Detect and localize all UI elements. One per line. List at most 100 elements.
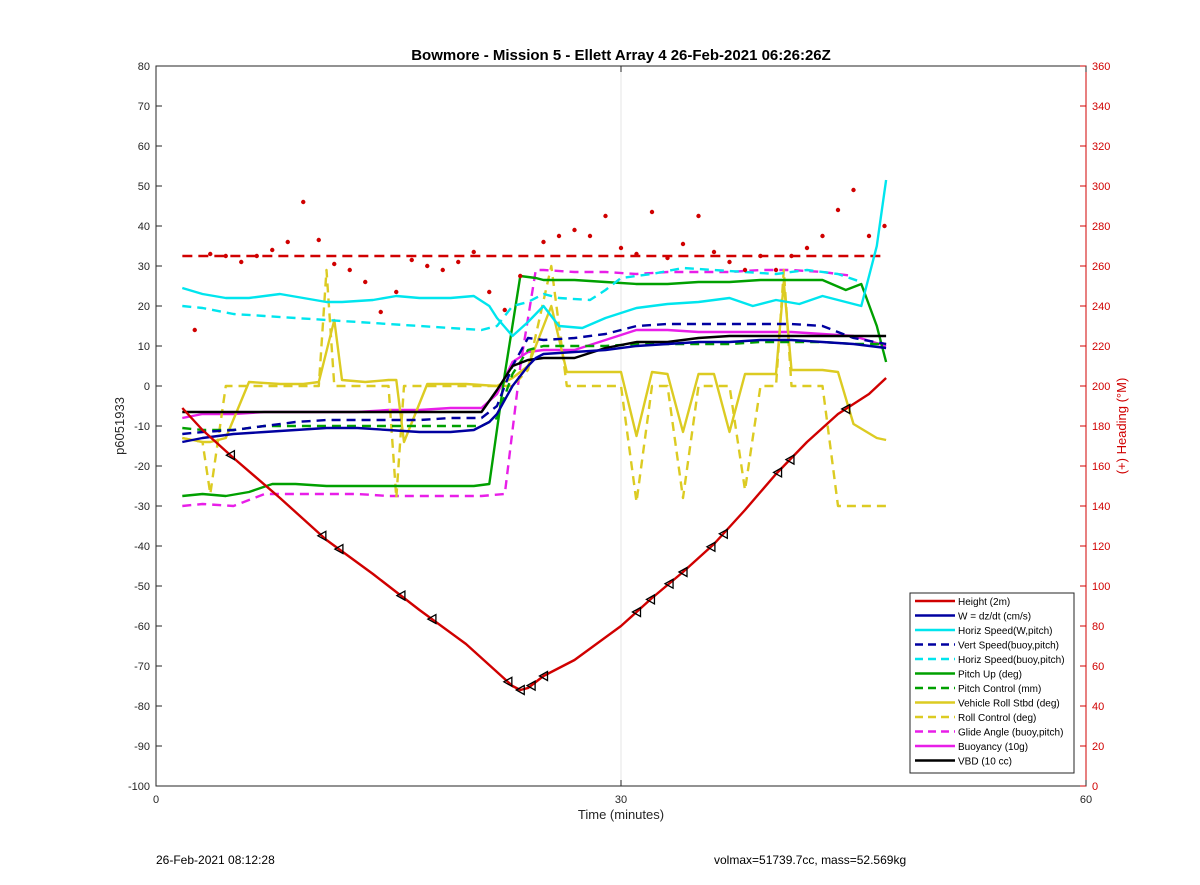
y-tick-label-right: 260 [1092,261,1110,273]
heading-point [711,249,717,255]
height-marker [426,613,437,625]
series-group [181,179,888,692]
height-marker [225,449,236,461]
height-marker [538,670,549,682]
y-tick-label-right: 100 [1092,581,1110,593]
y-tick-label-left: 0 [144,381,150,393]
legend-entry: Horiz Speed(W,pitch) [958,626,1052,637]
heading-point [882,223,887,229]
y-tick-label-right: 320 [1092,141,1110,153]
legend-entry: Pitch Control (mm) [958,684,1041,695]
heading-point [332,261,337,267]
heading-point [208,251,213,257]
y-tick-label-right: 160 [1092,461,1110,473]
y-tick-label-right: 80 [1092,621,1104,633]
heading-point [696,213,701,219]
y-tick-label-left: -100 [128,781,150,793]
heading-point [363,279,368,285]
y-tick-label-right: 300 [1092,181,1110,193]
series-line-pitch-up-deg [182,274,888,498]
height-marker [705,541,716,553]
heading-point [742,267,748,273]
heading-point [758,253,763,259]
heading-point [851,187,856,193]
x-axis-label: Time (minutes) [578,807,664,822]
y-tick-label-left: -20 [134,461,150,473]
heading-point [587,233,593,239]
y-tick-label-left: 40 [138,221,150,233]
heading-point [556,233,562,239]
y-tick-label-left: 50 [138,181,150,193]
heading-point [727,259,732,265]
y-tick-label-right: 40 [1092,701,1104,713]
heading-point [518,273,523,279]
legend-entry: VBD (10 cc) [958,757,1012,768]
y-tick-label-left: -90 [134,741,150,753]
y-tick-label-left: -10 [134,421,150,433]
axes: 0 30 6080706050403020100-10-20-30-40-50-60… [128,61,1110,806]
y-tick-label-right: 120 [1092,541,1110,553]
y-tick-label-right: 280 [1092,221,1110,233]
legend-entry: Vert Speed(buoy,pitch) [958,641,1059,652]
y-tick-label-right: 180 [1092,421,1110,433]
x-tick-label: 60 [1080,794,1092,806]
heading-point [804,245,810,251]
series-line-horiz-speed-buoy-pitch [182,266,862,332]
y-tick-label-right: 340 [1092,101,1110,113]
legend-entry: W = dz/dt (cm/s) [958,612,1031,623]
heading-point [773,267,779,273]
y-tick-label-right: 60 [1092,661,1104,673]
height-marker [663,578,674,590]
heading-point [618,245,624,251]
legend-entry: Pitch Up (deg) [958,670,1022,681]
y-axis-label-right: (+) Heading (°M) [1114,378,1129,475]
heading-point [301,199,306,205]
height-marker [316,530,327,542]
heading-point [866,233,872,239]
height-marker [631,606,642,618]
series-line-horiz-speed-w-pitch [181,179,888,338]
legend-entry: Vehicle Roll Stbd (deg) [958,699,1060,710]
series-line-vbd-10-cc [182,334,887,414]
y-tick-label-right: 140 [1092,501,1110,513]
y-tick-label-left: -50 [134,581,150,593]
x-tick-label: 30 [615,794,627,806]
height-marker [840,403,851,415]
series-line-w-dz-dt-cm-s [182,338,887,444]
heading-point [456,259,461,265]
heading-point [471,249,476,255]
y-tick-label-left: 70 [138,101,150,113]
heading-points [192,187,887,333]
series-line-glide-angle-buoy-pitch [182,268,854,508]
heading-point [680,241,686,247]
y-tick-label-left: -30 [134,501,150,513]
height-marker [784,453,795,466]
y-tick-label-left: -70 [134,661,150,673]
heading-point [820,233,825,239]
heading-point [487,289,492,295]
heading-point [835,207,841,213]
y-tick-label-left: 20 [138,301,150,313]
y-tick-label-left: 80 [138,61,150,73]
y-tick-label-right: 200 [1092,381,1110,393]
heading-point [254,253,259,259]
heading-point [603,213,608,219]
legend: Height (2m) W = dz/dt (cm/s) Horiz Speed(W… [909,592,1075,774]
heading-point [572,227,577,233]
height-marker [677,566,688,578]
height-marker [514,684,525,696]
footer-vehicle-info: volmax=51739.7cc, mass=52.569kg [714,853,907,867]
y-tick-label-left: 60 [138,141,150,153]
heading-point [502,307,507,313]
heading-point [440,267,445,273]
y-tick-label-right: 220 [1092,341,1110,353]
heading-point [378,309,383,315]
height-marker [502,676,513,688]
heading-point [316,237,321,243]
heading-point [394,289,399,295]
heading-point [409,257,414,263]
heading-point [347,267,352,273]
series-line-vert-speed-buoy-pitch [182,322,887,436]
series-line-roll-control-deg [182,264,887,508]
